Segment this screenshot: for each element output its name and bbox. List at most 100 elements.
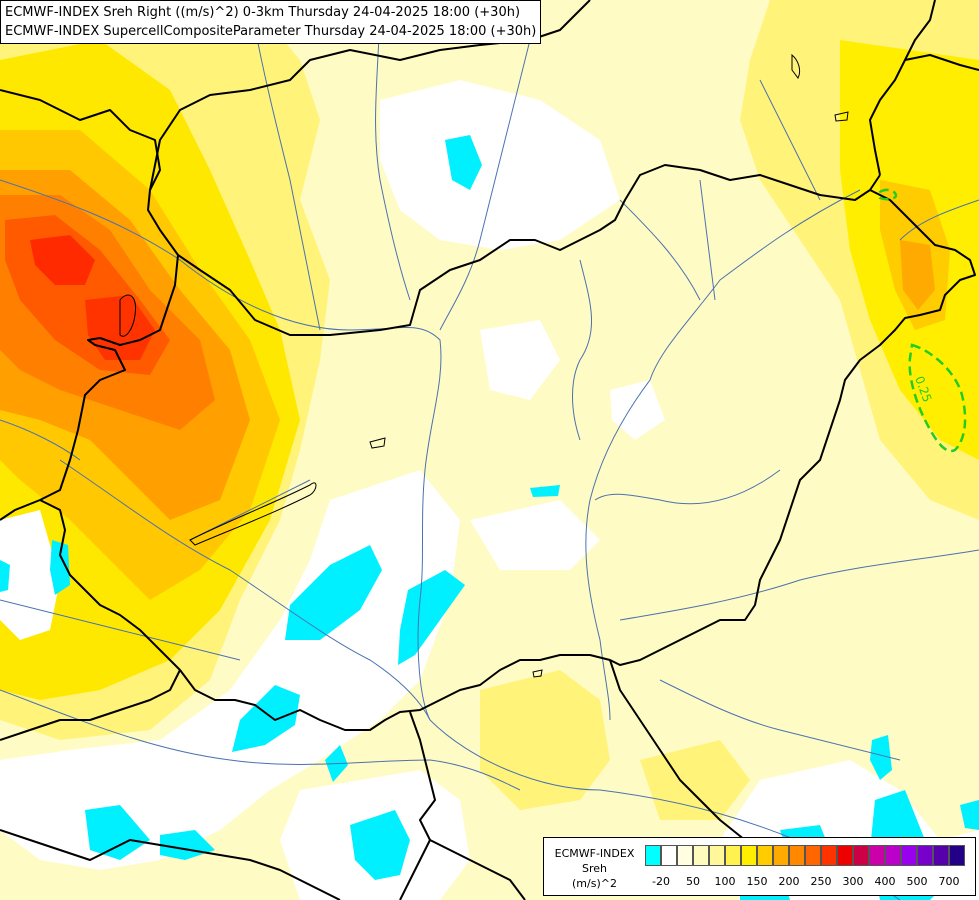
legend-swatch	[837, 845, 853, 866]
river-east-1	[759, 79, 821, 201]
border-ukraine-romania-hungary	[39, 189, 976, 731]
legend-color-bar	[645, 845, 965, 866]
sreh-region-cyan-1	[445, 135, 482, 190]
legend-swatch	[949, 845, 965, 866]
lake-neusiedl	[119, 294, 137, 337]
legend-swatch	[645, 845, 661, 866]
lake-small-2	[532, 669, 543, 678]
scp-contour-025	[908, 343, 967, 453]
border-serbia-romania	[609, 659, 761, 861]
border-croatia-bosnia	[0, 829, 341, 900]
legend-tick-labels: -20 50 100 150 200 250 300 400 500 700	[645, 875, 970, 889]
sreh-region-cyan-5	[530, 485, 560, 497]
sreh-region-cyan-4	[232, 685, 300, 752]
legend-tick-label: 150	[746, 875, 768, 888]
legend-swatch	[741, 845, 757, 866]
sreh-region-yellow-south	[480, 670, 610, 810]
river-sava	[0, 689, 521, 791]
legend-tick-label: 500	[906, 875, 928, 888]
lake-small-4	[791, 53, 801, 79]
river-mur	[0, 419, 81, 461]
border-slovenia-croatia	[0, 669, 181, 741]
border-ukraine-moldova	[904, 54, 979, 71]
legend-swatch	[853, 845, 869, 866]
river-danube	[0, 179, 901, 900]
border-slovakia-poland	[149, 0, 591, 191]
legend-title-line-2: Sreh	[581, 862, 607, 875]
legend-swatch	[693, 845, 709, 866]
river-hron	[439, 0, 541, 331]
legend-swatch	[677, 845, 693, 866]
legend-swatch	[917, 845, 933, 866]
legend-title-line-1: ECMWF-INDEX	[554, 847, 635, 860]
legend-swatch	[757, 845, 773, 866]
sreh-region-cyan-16	[960, 800, 979, 830]
sreh-region-cyan-2	[285, 545, 382, 640]
legend-swatch	[773, 845, 789, 866]
legend-swatch	[789, 845, 805, 866]
legend-swatch	[805, 845, 821, 866]
legend-tick-label: 50	[686, 875, 700, 888]
sreh-region-cyan-11	[0, 560, 10, 592]
sreh-region-cyan-10	[50, 540, 70, 595]
river-sajo	[619, 199, 701, 301]
chart-title-line-1: ECMWF-INDEX Sreh Right ((m/s)^2) 0-3km T…	[5, 5, 521, 20]
legend-swatch	[709, 845, 725, 866]
border-slovakia-hungary	[177, 164, 881, 336]
river-koros	[594, 469, 781, 505]
sreh-region-cyan-12	[870, 735, 892, 780]
river-olt-north	[899, 199, 979, 241]
river-drava	[59, 459, 431, 721]
legend-tick-label: 100	[714, 875, 736, 888]
legend-swatch	[901, 845, 917, 866]
legend-title: ECMWF-INDEX Sreh (m/s)^2	[547, 846, 642, 891]
legend-swatch	[821, 845, 837, 866]
legend-swatch	[885, 845, 901, 866]
sreh-region-white-north	[380, 80, 620, 250]
border-bosnia-serbia	[429, 839, 526, 900]
sreh-region-white-mid	[470, 500, 600, 570]
river-hernad	[699, 179, 716, 301]
river-tisza	[585, 189, 861, 721]
lake-small-3	[834, 111, 849, 122]
lakes	[119, 53, 849, 678]
legend-tick-label: 250	[810, 875, 832, 888]
lake-small-1	[369, 437, 386, 449]
sreh-region-cyan-7	[85, 805, 150, 860]
legend-tick-label: -20	[652, 875, 670, 888]
sreh-region-white-center2	[610, 380, 665, 440]
sreh-region-white-west-edge	[0, 510, 60, 640]
sreh-region-cyan-6	[350, 810, 410, 880]
river-vah	[375, 0, 411, 301]
scp-contour-small	[878, 188, 898, 201]
border-croatia-serbia	[399, 711, 436, 900]
legend-tick-label: 200	[778, 875, 800, 888]
sreh-region-white-center	[480, 320, 560, 400]
chart-title-box: ECMWF-INDEX Sreh Right ((m/s)^2) 0-3km T…	[0, 0, 542, 44]
sreh-region-orange-east-core	[900, 240, 935, 310]
legend-tick-label: 400	[874, 875, 896, 888]
river-inn	[0, 599, 241, 661]
sreh-region-cyan-3	[398, 570, 465, 665]
sreh-region-red	[30, 235, 95, 285]
legend-tick-label: 300	[842, 875, 864, 888]
lake-balaton	[189, 482, 317, 546]
river-maros	[619, 549, 979, 621]
legend-swatch	[933, 845, 949, 866]
legend-tick-label: 700	[938, 875, 960, 888]
river-south-east	[659, 679, 901, 761]
border-czech-slovakia-austria	[0, 89, 179, 521]
legend-title-line-3: (m/s)^2	[572, 877, 617, 890]
color-legend: ECMWF-INDEX Sreh (m/s)^2 -20 50 100 150 200 2…	[543, 837, 976, 896]
border-ukraine-poland	[869, 0, 936, 176]
legend-swatch	[869, 845, 885, 866]
legend-swatch	[661, 845, 677, 866]
legend-swatch	[725, 845, 741, 866]
river-zagyva	[572, 259, 592, 441]
chart-title-line-2: ECMWF-INDEX SupercellCompositeParameter …	[5, 24, 537, 39]
river-morava	[249, 0, 321, 331]
scp-contours	[878, 188, 967, 453]
